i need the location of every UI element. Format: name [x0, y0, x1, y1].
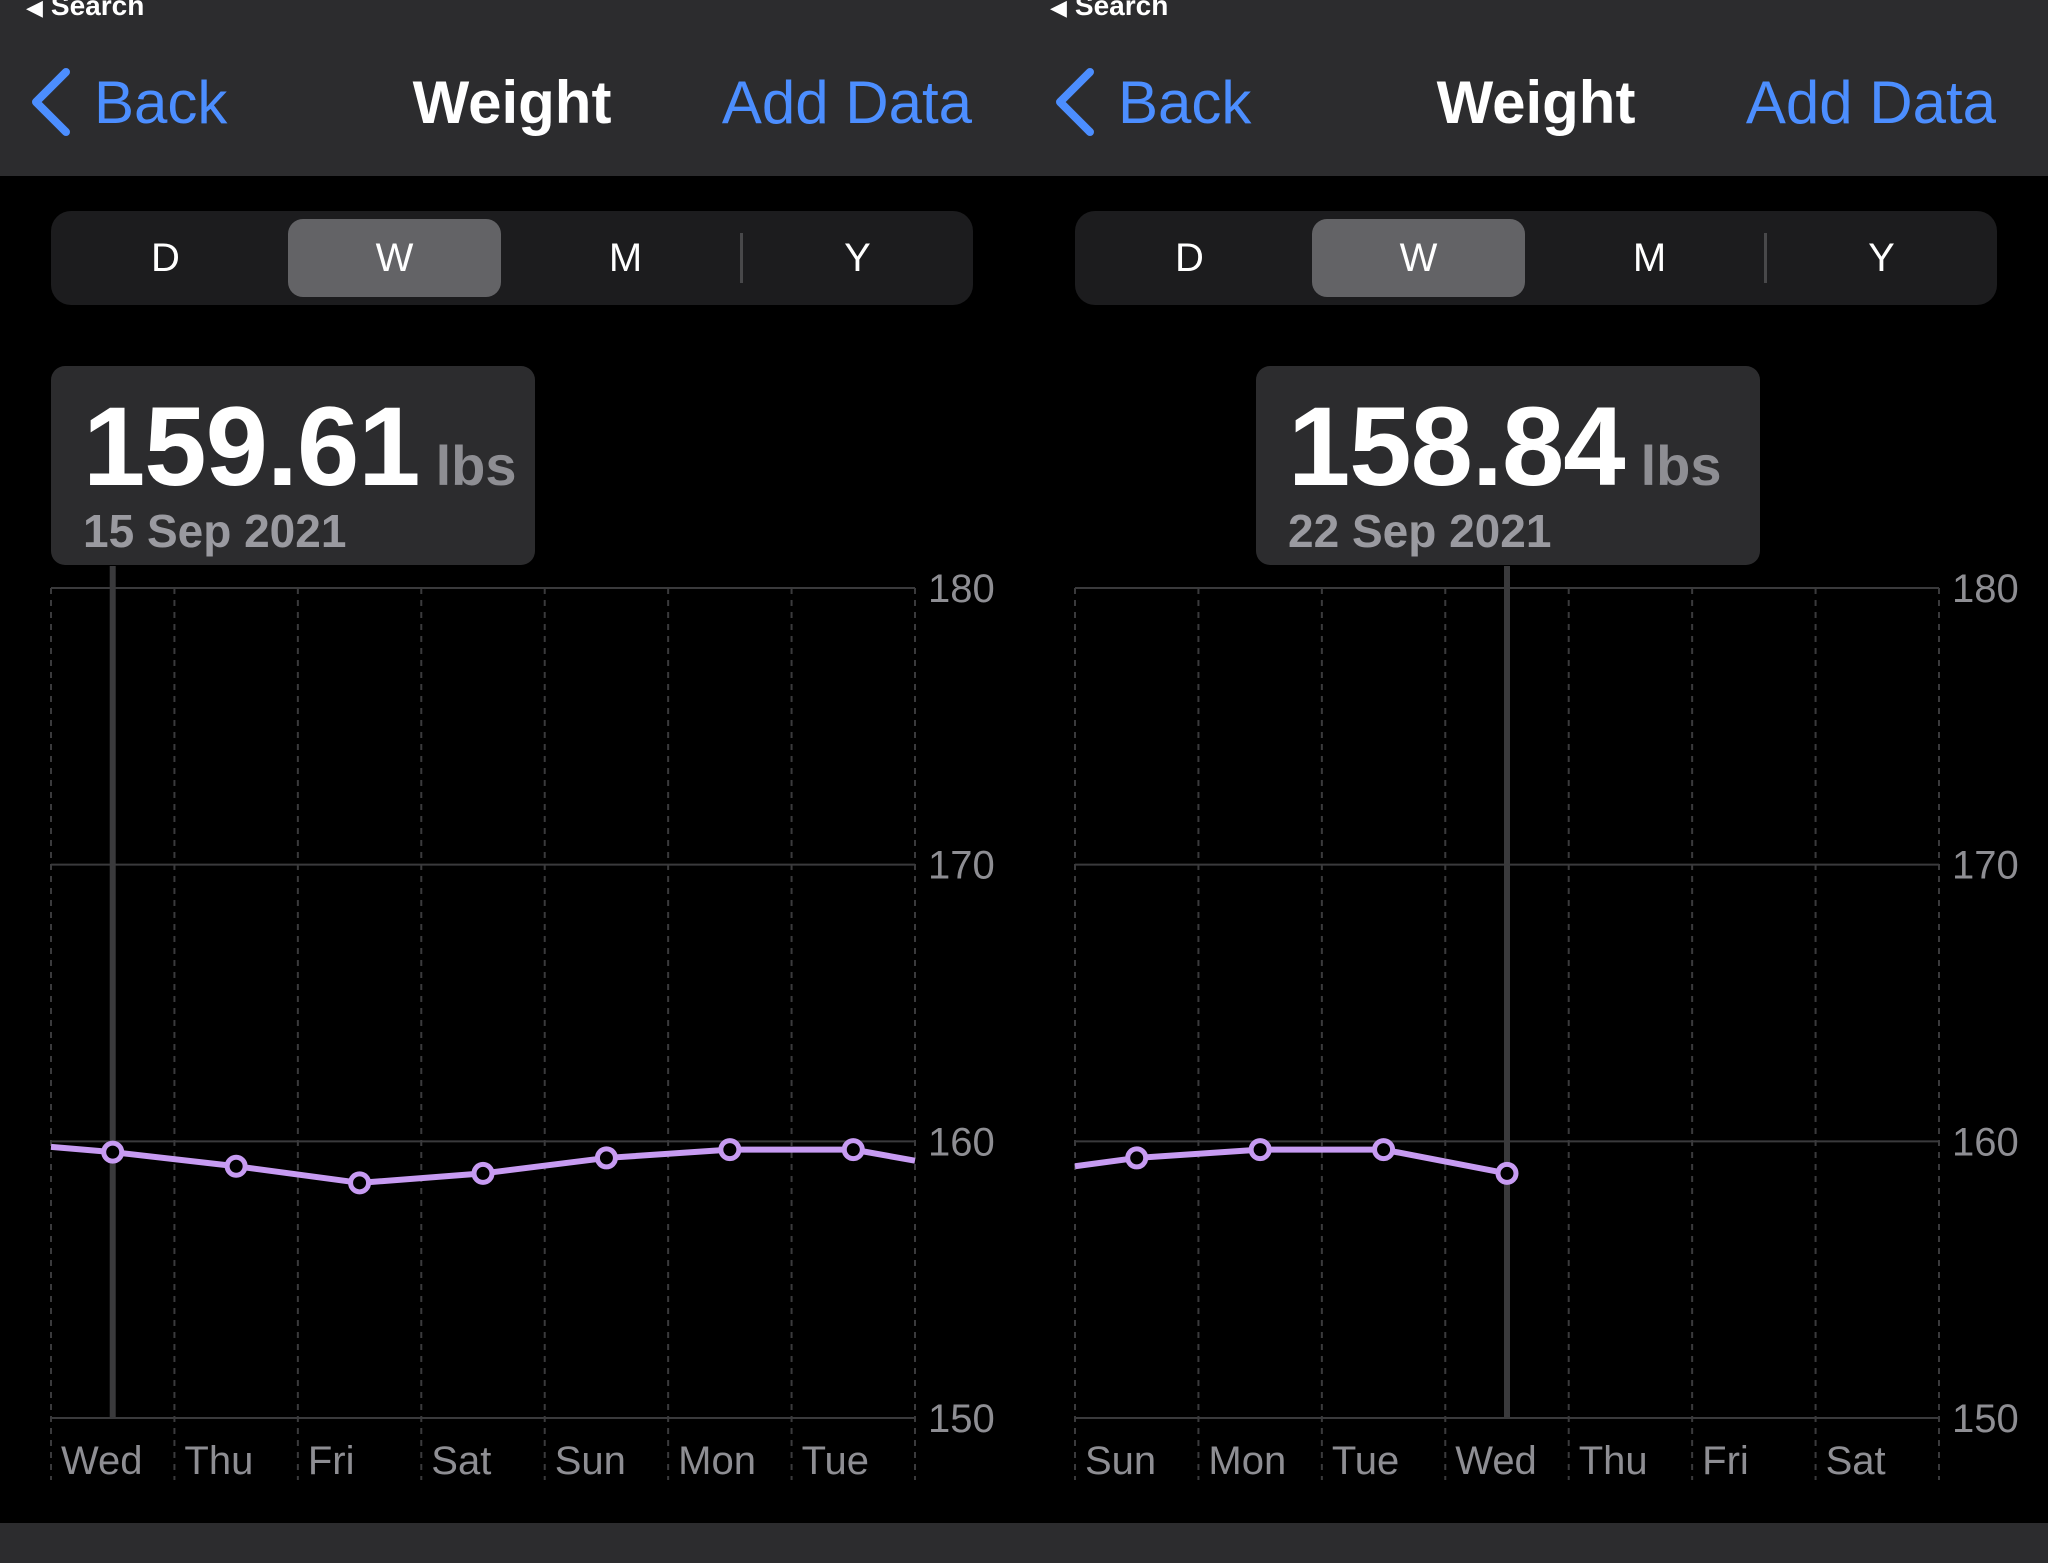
segment-month[interactable]: M — [1632, 236, 1667, 280]
data-point — [1248, 1138, 1272, 1162]
data-point — [1125, 1146, 1149, 1170]
y-tick-label: 170 — [928, 844, 995, 888]
data-point — [1372, 1138, 1396, 1162]
weight-screen-right: ◀ Search Back Weight Add Data D W M Y 158… — [1024, 0, 2048, 1563]
data-point — [594, 1146, 618, 1170]
segment-year[interactable]: Y — [844, 236, 871, 280]
selected-value-callout: 158.84 lbs 22 Sep 2021 — [1256, 366, 1760, 565]
x-tick-label: Sun — [555, 1439, 626, 1483]
add-data-button[interactable]: Add Data — [1745, 69, 1996, 136]
back-to-search-link[interactable]: ◀ Search — [1050, 0, 1168, 22]
data-point — [471, 1161, 495, 1185]
x-tick-label: Tue — [1332, 1439, 1399, 1483]
back-to-search-link[interactable]: ◀ Search — [26, 0, 144, 22]
selected-value-callout: 159.61 lbs 15 Sep 2021 — [51, 366, 535, 565]
page-title: Weight — [1436, 69, 1636, 136]
chevron-left-icon — [1056, 68, 1094, 136]
x-tick-label: Sun — [1085, 1439, 1156, 1483]
x-tick-label: Thu — [1579, 1439, 1648, 1483]
data-point — [224, 1154, 248, 1178]
back-to-search-label: Search — [1074, 0, 1169, 21]
x-tick-label: Fri — [308, 1439, 355, 1483]
x-tick-label: Tue — [802, 1439, 869, 1483]
selected-weight-value: 159.61 lbs — [83, 382, 516, 511]
x-tick-label: Mon — [1208, 1439, 1286, 1483]
back-triangle-icon: ◀ — [26, 0, 43, 20]
x-tick-label: Sat — [1826, 1439, 1886, 1483]
segment-day[interactable]: D — [151, 236, 180, 280]
selected-date: 22 Sep 2021 — [1288, 505, 1552, 557]
bottom-bar — [0, 1523, 2048, 1563]
back-button[interactable]: Back — [28, 62, 227, 142]
selected-weight-value: 158.84 lbs — [1288, 382, 1721, 511]
y-tick-label: 160 — [1952, 1120, 2019, 1164]
data-point — [1495, 1161, 1519, 1185]
weight-number: 158.84 — [1288, 384, 1626, 509]
segment-week[interactable]: W — [1312, 219, 1525, 297]
x-tick-label: Wed — [61, 1439, 143, 1483]
weight-line-chart[interactable]: 180 170 160 150 Wed Thu Fri Sat Sun Mon Tue — [0, 0, 1024, 1523]
x-tick-label: Mon — [678, 1439, 756, 1483]
selected-date: 15 Sep 2021 — [83, 505, 347, 557]
add-data-button[interactable]: Add Data — [721, 69, 972, 136]
back-triangle-icon: ◀ — [1050, 0, 1067, 20]
segment-divider — [740, 233, 743, 283]
x-tick-label: Wed — [1455, 1439, 1537, 1483]
x-tick-label: Sat — [431, 1439, 491, 1483]
segment-year[interactable]: Y — [1868, 236, 1895, 280]
back-to-search-label: Search — [50, 0, 145, 21]
chevron-left-icon — [32, 68, 70, 136]
navigation-bar: ◀ Search Back Weight Add Data — [1024, 0, 2048, 176]
segment-divider — [1764, 233, 1767, 283]
x-tick-label: Thu — [184, 1439, 253, 1483]
y-tick-label: 180 — [928, 567, 995, 611]
page-title: Weight — [412, 69, 612, 136]
back-button[interactable]: Back — [1052, 62, 1251, 142]
weight-line-chart[interactable]: 180 170 160 150 Sun Mon Tue Wed Thu Fri Sat — [1024, 0, 2048, 1523]
data-point — [101, 1140, 125, 1164]
y-tick-label: 160 — [928, 1120, 995, 1164]
segment-month[interactable]: M — [608, 236, 643, 280]
y-tick-label: 180 — [1952, 567, 2019, 611]
time-range-segmented-control: D W M Y — [1075, 211, 1997, 305]
data-point — [348, 1171, 372, 1195]
weight-number: 159.61 — [83, 384, 421, 509]
segment-day[interactable]: D — [1175, 236, 1204, 280]
y-tick-label: 150 — [1952, 1397, 2019, 1441]
back-label: Back — [94, 68, 228, 136]
x-tick-label: Fri — [1702, 1439, 1749, 1483]
y-tick-label: 150 — [928, 1397, 995, 1441]
navigation-bar: ◀ Search Back Weight Add Data — [0, 0, 1024, 176]
weight-unit: lbs — [435, 434, 517, 497]
weight-screen-left: ◀ Search Back Weight Add Data D W M Y 159… — [0, 0, 1024, 1523]
back-label: Back — [1118, 68, 1252, 136]
data-point — [841, 1138, 865, 1162]
weight-unit: lbs — [1640, 434, 1722, 497]
data-point — [718, 1138, 742, 1162]
y-tick-label: 170 — [1952, 844, 2019, 888]
segment-week[interactable]: W — [288, 219, 501, 297]
time-range-segmented-control: D W M Y — [51, 211, 973, 305]
